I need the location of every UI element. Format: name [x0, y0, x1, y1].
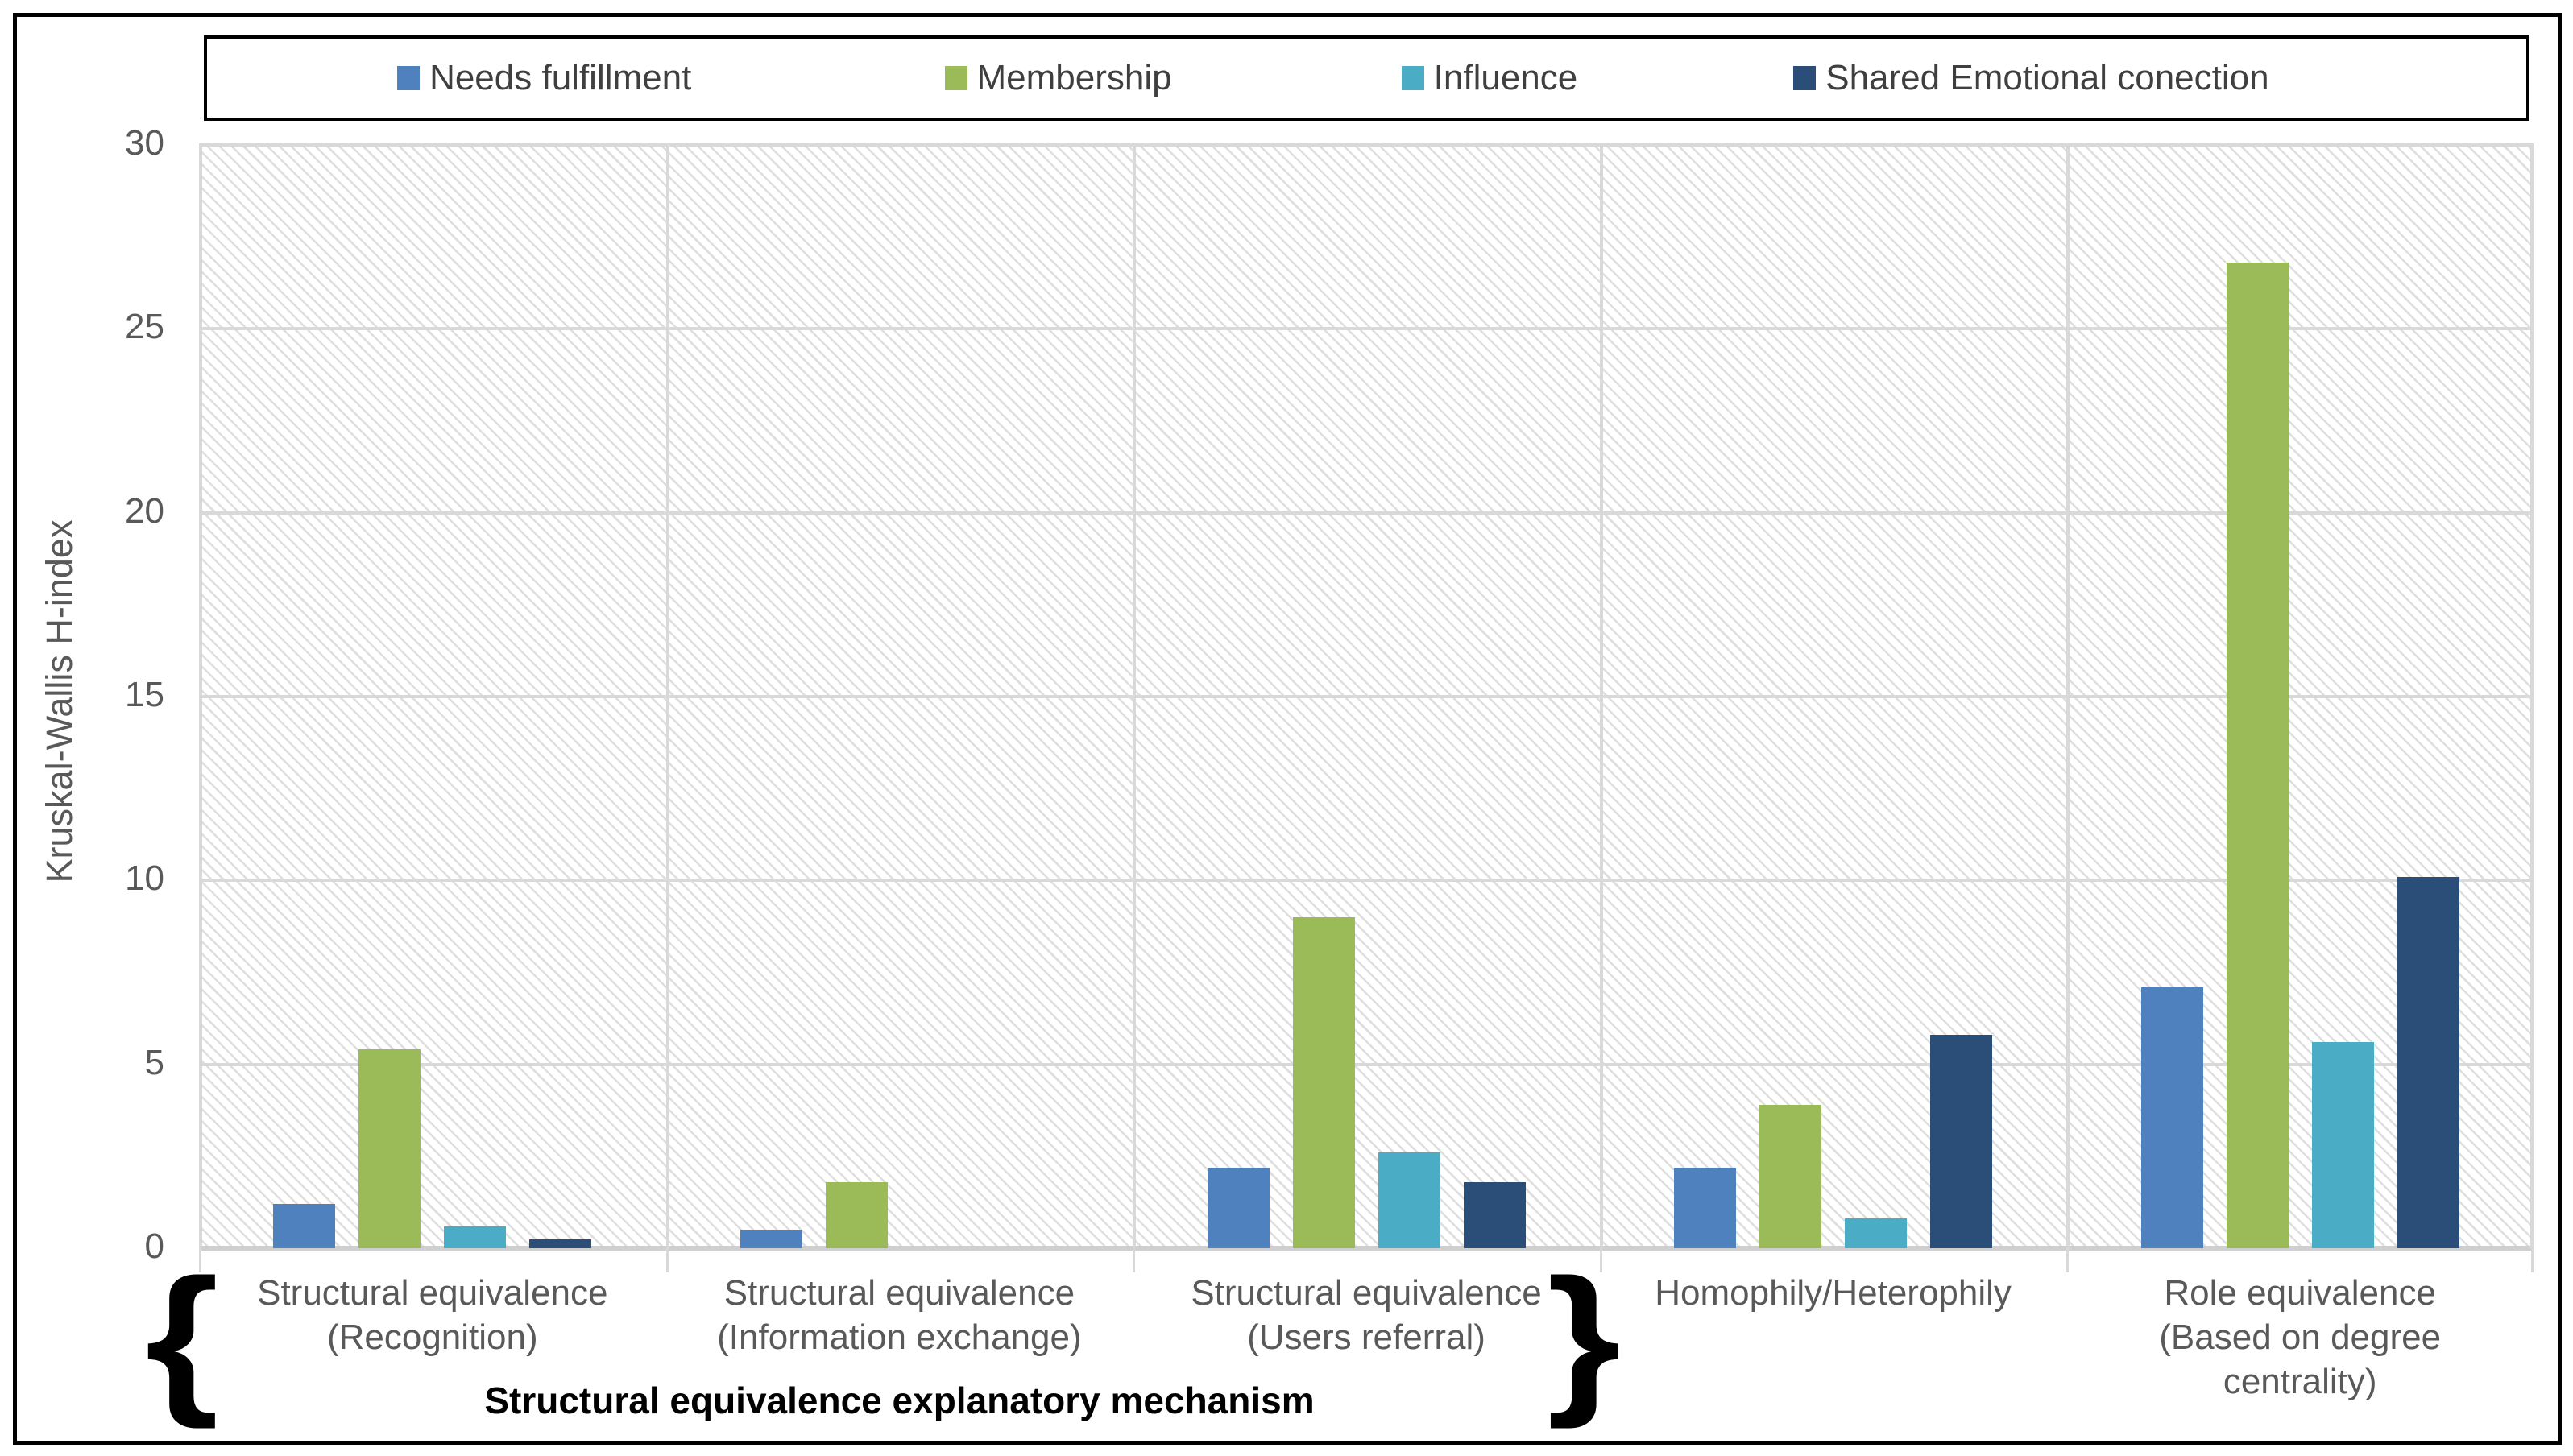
- gridline-y-20: [199, 511, 2534, 515]
- legend: Needs fulfillment Membership Influence Shar…: [204, 35, 2529, 121]
- bar-shared-emotional-conection-cat4: [1930, 1035, 1993, 1248]
- x-axis-tick: [2066, 1248, 2070, 1272]
- chart-outer-border: [13, 13, 2562, 1445]
- x-category-label: Role equivalence (Based on degree centra…: [2159, 1273, 2442, 1401]
- y-tick-label-30: 30: [125, 123, 164, 163]
- x-category-label: Structural equivalence (Users referral): [1191, 1273, 1542, 1357]
- group-annotation-label: Structural equivalence explanatory mecha…: [484, 1379, 1315, 1421]
- legend-marker-square-icon: [944, 66, 967, 90]
- bar-influence-cat3: [1378, 1152, 1440, 1248]
- bar-needs-fulfillment-cat4: [1674, 1167, 1737, 1248]
- category-separator: [1133, 145, 1137, 1248]
- y-tick-label-0: 0: [144, 1226, 164, 1266]
- category-separator: [199, 145, 202, 1248]
- left-curly-brace: {: [145, 1245, 219, 1429]
- category-separator: [2530, 145, 2534, 1248]
- category-separator: [1599, 145, 1603, 1248]
- bar-needs-fulfillment-cat3: [1207, 1167, 1270, 1248]
- y-tick-label-15: 15: [125, 675, 164, 714]
- right-curly-brace: }: [1547, 1245, 1621, 1429]
- legend-label: Shared Emotional conection: [1825, 58, 2269, 97]
- legend-label: Influence: [1433, 58, 1578, 97]
- legend-marker-square-icon: [1793, 66, 1817, 90]
- bar-membership-cat5: [2226, 263, 2289, 1248]
- plot-area: [199, 143, 2534, 1251]
- x-axis-tick: [665, 1248, 669, 1272]
- legend-marker-square-icon: [397, 66, 421, 90]
- y-tick-label-5: 5: [144, 1042, 164, 1082]
- bar-needs-fulfillment-cat2: [740, 1230, 802, 1248]
- bar-needs-fulfillment-cat1: [273, 1204, 336, 1248]
- gridline-y-30: [199, 143, 2534, 147]
- bar-needs-fulfillment-cat5: [2140, 987, 2203, 1248]
- category-separator: [2066, 145, 2070, 1248]
- x-axis-tick: [2531, 1248, 2534, 1272]
- x-axis-tick: [1133, 1248, 1136, 1272]
- gridline-y-10: [199, 879, 2534, 883]
- legend-item: Needs fulfillment: [397, 39, 691, 118]
- bar-membership-cat1: [358, 1049, 421, 1248]
- x-axis-tick: [199, 1248, 201, 1272]
- bar-membership-cat3: [1292, 917, 1355, 1248]
- x-axis-line: [199, 1246, 2534, 1251]
- bar-membership-cat4: [1759, 1104, 1822, 1248]
- gridline-y-5: [199, 1062, 2534, 1066]
- x-category-label: Structural equivalence (Information exch…: [717, 1273, 1082, 1357]
- y-tick-label-10: 10: [125, 858, 164, 899]
- y-tick-label-25: 25: [125, 307, 164, 347]
- legend-label: Membership: [976, 58, 1172, 97]
- bar-influence-cat1: [444, 1226, 507, 1248]
- bar-shared-emotional-conection-cat5: [2397, 876, 2459, 1248]
- gridline-y-15: [199, 695, 2534, 698]
- bar-shared-emotional-conection-cat1: [529, 1239, 592, 1248]
- legend-item: Influence: [1401, 39, 1578, 118]
- bar-influence-cat4: [1845, 1218, 1908, 1248]
- category-separator: [665, 145, 669, 1248]
- bar-membership-cat2: [825, 1181, 888, 1248]
- bar-shared-emotional-conection-cat3: [1463, 1181, 1526, 1248]
- legend-item: Membership: [944, 39, 1172, 118]
- x-category-label: Structural equivalence (Recognition): [257, 1273, 608, 1357]
- x-category-label: Homophily/Heterophily: [1655, 1273, 2012, 1313]
- bar-influence-cat5: [2311, 1042, 2374, 1248]
- legend-item: Shared Emotional conection: [1793, 39, 2269, 118]
- gridline-y-25: [199, 327, 2534, 331]
- legend-marker-square-icon: [1401, 66, 1424, 90]
- legend-label: Needs fulfillment: [429, 58, 692, 97]
- x-axis-tick: [1599, 1248, 1602, 1272]
- y-tick-label-20: 20: [125, 490, 164, 531]
